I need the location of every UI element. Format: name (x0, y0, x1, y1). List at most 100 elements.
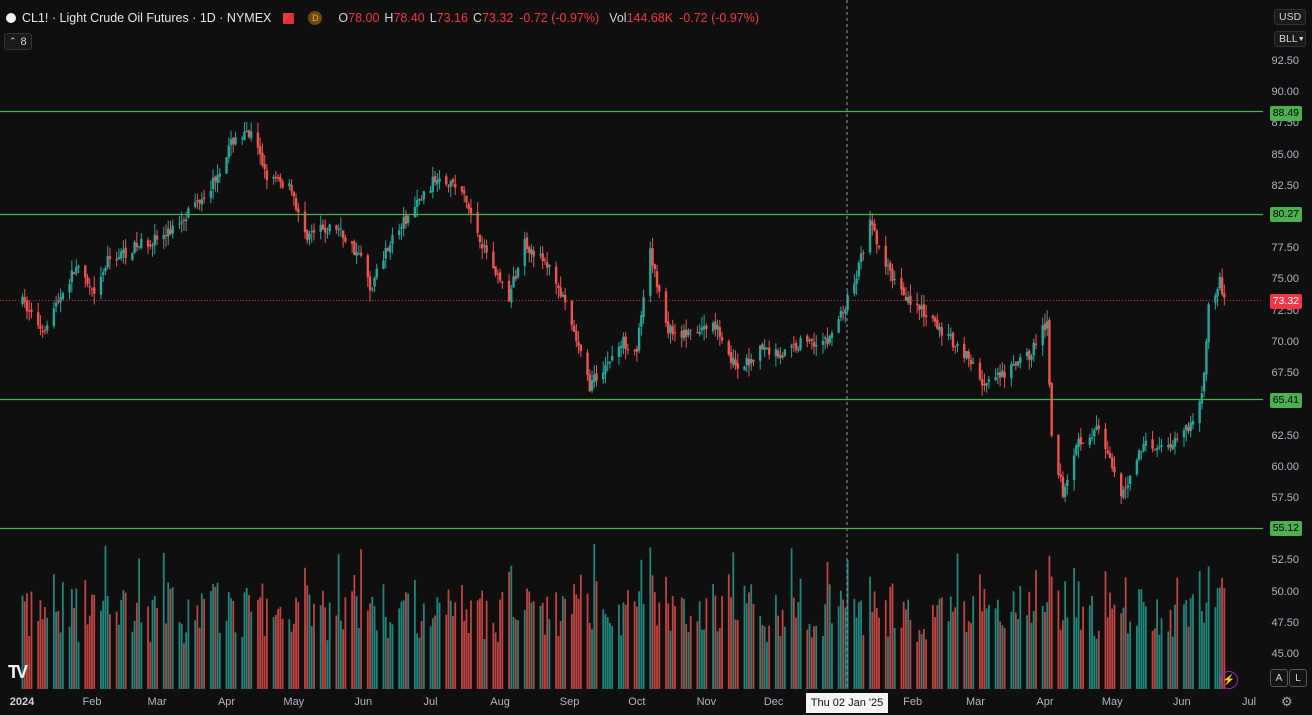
candle-body (279, 176, 282, 182)
candle-body (815, 344, 818, 347)
candle-body (1173, 437, 1177, 447)
indicators-collapse-button[interactable]: ⌃ 8 (4, 33, 32, 50)
volume-bar (743, 585, 746, 689)
candle-body (1001, 370, 1004, 377)
candle-body (812, 341, 816, 347)
lightning-icon[interactable]: ⚡ (1220, 671, 1238, 689)
volume-bar (434, 615, 436, 689)
volume-bar (21, 595, 24, 689)
candle-body (274, 176, 278, 179)
candle-body (1059, 474, 1062, 477)
candle-body (61, 293, 65, 300)
volume-bar (889, 586, 892, 689)
auto-scale-button[interactable]: A (1270, 669, 1288, 687)
price-tick-label: 50.00 (1271, 585, 1299, 598)
candle-body (438, 178, 441, 182)
candle-body (684, 329, 688, 337)
volume-bar (721, 596, 723, 689)
candle-body (1220, 277, 1224, 295)
volume-bar (75, 588, 78, 689)
gear-icon[interactable]: ⚙ (1281, 694, 1293, 709)
flag-icon[interactable] (283, 12, 295, 24)
candle-body (155, 235, 159, 240)
unit-button[interactable]: BLL ▼ (1274, 31, 1306, 47)
volume-bar (577, 598, 580, 689)
volume-bar (703, 629, 706, 689)
volume-bar (1198, 571, 1201, 689)
volume-bar (651, 575, 654, 689)
volume-bar (257, 599, 259, 689)
volume-bar (920, 634, 923, 689)
volume-bar (689, 615, 692, 689)
candle-body (1016, 361, 1020, 366)
volume-bar (1030, 622, 1033, 689)
high-value: 78.40 (393, 11, 425, 25)
volume-bar (91, 594, 93, 689)
candle-body (545, 262, 549, 268)
candle-body (321, 224, 325, 230)
candle-body (886, 264, 890, 266)
volume-bar (983, 588, 986, 689)
candle-body (512, 276, 515, 288)
volume-bar (1075, 617, 1078, 689)
volume-bar (369, 603, 371, 689)
volume-bar (272, 616, 275, 689)
volume-bar (1066, 617, 1069, 689)
volume-bar (1218, 587, 1221, 689)
volume-bar (447, 589, 450, 689)
candle-body (368, 276, 372, 291)
volume-bar (573, 584, 575, 689)
candle-body (698, 331, 701, 334)
candle-body (218, 173, 222, 177)
tradingview-logo-icon[interactable]: TV (8, 662, 28, 682)
symbol-title[interactable]: CL1! · Light Crude Oil Futures · 1D · NY… (22, 11, 272, 25)
time-tick-label: Nov (696, 696, 717, 708)
volume-bar (499, 599, 501, 689)
volume-bar (100, 610, 102, 689)
candle-body (1167, 445, 1170, 448)
candle-body (386, 248, 390, 251)
volume-bar (77, 641, 80, 689)
high-label: H (384, 11, 394, 25)
volume-bar (949, 596, 952, 689)
delayed-badge[interactable]: D (308, 11, 323, 25)
currency-button[interactable]: USD (1274, 9, 1306, 25)
volume-bar (104, 545, 107, 689)
candle-body (276, 177, 280, 179)
volume-bar (826, 562, 829, 689)
unit-label: BLL (1279, 33, 1298, 45)
candle-body (1223, 293, 1226, 298)
candle-body (1043, 323, 1047, 330)
volume-bar (873, 591, 876, 689)
candle-body (447, 185, 450, 187)
candle-body (196, 200, 199, 202)
time-tick-label: Jun (354, 696, 373, 708)
candle-body (525, 237, 529, 250)
volume-bar (931, 605, 934, 689)
volume-bar (633, 601, 636, 689)
candle-body (1171, 444, 1174, 450)
volume-bar (1169, 610, 1172, 689)
price-tick-label: 60.00 (1271, 460, 1299, 473)
volume-bar (831, 623, 833, 689)
currency-label: USD (1279, 11, 1302, 23)
volume-bar (947, 621, 950, 689)
candle-body (956, 343, 959, 347)
candle-body (449, 181, 452, 187)
volume-bar (167, 582, 170, 689)
candle-body (70, 270, 74, 283)
candle-body (402, 217, 405, 229)
candle-body (1106, 450, 1109, 454)
candle-body (119, 251, 123, 259)
candle-body (1128, 475, 1132, 485)
time-tick-label: May (1101, 696, 1123, 708)
volume-bar (476, 600, 479, 689)
volume-bar (667, 603, 670, 689)
candle-body (871, 221, 874, 226)
candle-body (514, 276, 517, 279)
volume-bar (1113, 604, 1116, 689)
candle-body (28, 310, 31, 312)
volume-bar (1017, 619, 1019, 689)
log-scale-button[interactable]: L (1289, 669, 1307, 687)
